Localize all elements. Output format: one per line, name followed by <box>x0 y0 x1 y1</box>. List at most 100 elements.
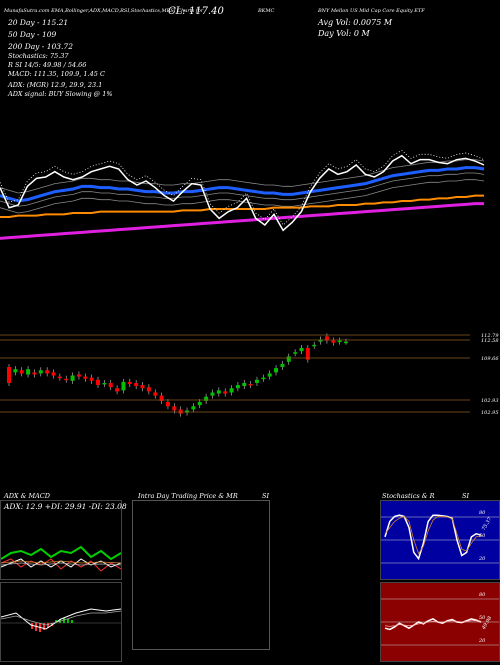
macd-lines <box>0 608 122 632</box>
ema-20-label: 20 Day - 115.21 <box>8 18 69 27</box>
candle <box>115 388 120 392</box>
avg-volume: Avg Vol: 0.0075 M <box>318 18 393 27</box>
close-price: CL: 117.40 <box>168 6 224 17</box>
oscillator-line <box>384 515 482 555</box>
etf-title: BNY Mellon US Mid Cap Core Equity ETF <box>318 8 425 14</box>
candle <box>102 382 107 385</box>
candle <box>13 369 18 373</box>
stochastics-label: Stochastics: 75.37 <box>8 52 69 60</box>
candle <box>32 372 37 375</box>
candle <box>26 369 31 375</box>
candle <box>261 377 266 380</box>
stochastics-panel <box>380 500 500 580</box>
candle <box>140 385 145 389</box>
ema-lines <box>0 149 485 240</box>
candle <box>254 379 259 383</box>
price-level-label: 112.58 <box>481 338 499 344</box>
candle <box>197 402 202 406</box>
day-volume: Day Vol: 0 M <box>318 29 370 38</box>
rsi-label: R SI 14/5: 49.98 / 54.66 <box>8 61 87 69</box>
adx-values: ADX: 12.9 +DI: 29.91 -DI: 23.08 <box>4 502 127 511</box>
ema-20-line <box>0 166 485 203</box>
macd-label: MACD: 111.35, 109.9, 1.45 C <box>8 70 105 78</box>
candle <box>83 376 88 379</box>
adx-label: ADX: (MGR) 12.9, 29.9, 23.1 <box>8 81 103 89</box>
candle <box>248 384 253 386</box>
candle <box>344 341 348 344</box>
macd-panel <box>0 582 122 662</box>
candle <box>19 370 24 374</box>
oscillator-line <box>384 620 482 627</box>
si-title-2: SI <box>462 492 470 500</box>
candle <box>210 392 215 396</box>
rsi-panel <box>380 582 500 662</box>
price-level-label: 112.79 <box>481 333 499 339</box>
candle <box>318 339 323 342</box>
candle <box>76 374 81 377</box>
stoch-tick-50: 50 <box>479 533 486 539</box>
candle <box>331 340 336 343</box>
candle <box>38 370 43 374</box>
candle <box>216 390 221 394</box>
candle <box>286 356 291 362</box>
adx-macd-title: ADX & MACD <box>4 492 50 500</box>
candle <box>127 381 132 384</box>
candle <box>153 392 158 396</box>
candle <box>134 382 139 387</box>
candle <box>274 368 279 373</box>
candle <box>204 396 209 401</box>
candle <box>7 367 11 383</box>
candle <box>178 409 183 414</box>
candle <box>70 375 75 381</box>
candle <box>172 406 177 411</box>
candle <box>159 395 164 401</box>
ema-200-line <box>0 202 484 240</box>
ema-50-label: 50 Day - 109 <box>8 30 57 39</box>
rsi-lines <box>381 598 499 646</box>
candle <box>293 352 298 354</box>
candle <box>299 348 304 352</box>
candle <box>57 376 62 379</box>
stoch-tick-20: 20 <box>479 556 486 562</box>
symbol: BKMC <box>258 8 275 14</box>
candle <box>51 372 56 376</box>
price-level-label: 102.95 <box>481 410 499 416</box>
candle <box>146 387 151 392</box>
candle <box>267 373 272 377</box>
rsi-tick-80: 80 <box>479 592 486 598</box>
candlesticks: 10 Oct11 Oct14 Oct15 Oct16 Oct17 Oct18 O… <box>7 333 348 417</box>
price-level-label: 109.66 <box>481 356 499 362</box>
candle <box>305 348 310 360</box>
candle <box>235 385 240 389</box>
candle <box>280 363 285 368</box>
intraday-panel <box>132 500 270 650</box>
ticker-line: MunafaSutra.com EMA,Bollinger,ADX,MACD,R… <box>4 8 204 14</box>
candle <box>191 406 196 410</box>
stochastics-title: Stochastics & R <box>382 492 435 500</box>
band-line-2 <box>0 179 485 214</box>
candle <box>185 410 190 413</box>
candle <box>242 382 247 387</box>
candle <box>337 340 342 343</box>
candle <box>223 391 228 394</box>
candle <box>96 379 101 386</box>
stochastics-lines <box>381 514 499 564</box>
candle <box>312 344 317 347</box>
candle <box>108 382 113 388</box>
candle <box>89 377 94 381</box>
oscillator-line <box>384 514 482 561</box>
main-chart: 10 Oct11 Oct14 Oct15 Oct16 Oct17 Oct18 O… <box>0 149 499 417</box>
candle <box>121 381 126 391</box>
ema-200-label: 200 Day - 103.72 <box>8 42 73 51</box>
adx-lines <box>0 545 122 572</box>
candle <box>45 370 50 374</box>
intraday-title: Intra Day Trading Price & MR <box>138 492 238 500</box>
stoch-tick-80: 80 <box>479 510 486 516</box>
price-line <box>0 154 485 232</box>
adx-panel <box>0 500 122 580</box>
rsi-tick-50: 50 <box>479 615 486 621</box>
rsi-tick-20: 20 <box>479 638 486 644</box>
candle <box>229 388 234 393</box>
candle <box>324 336 329 341</box>
